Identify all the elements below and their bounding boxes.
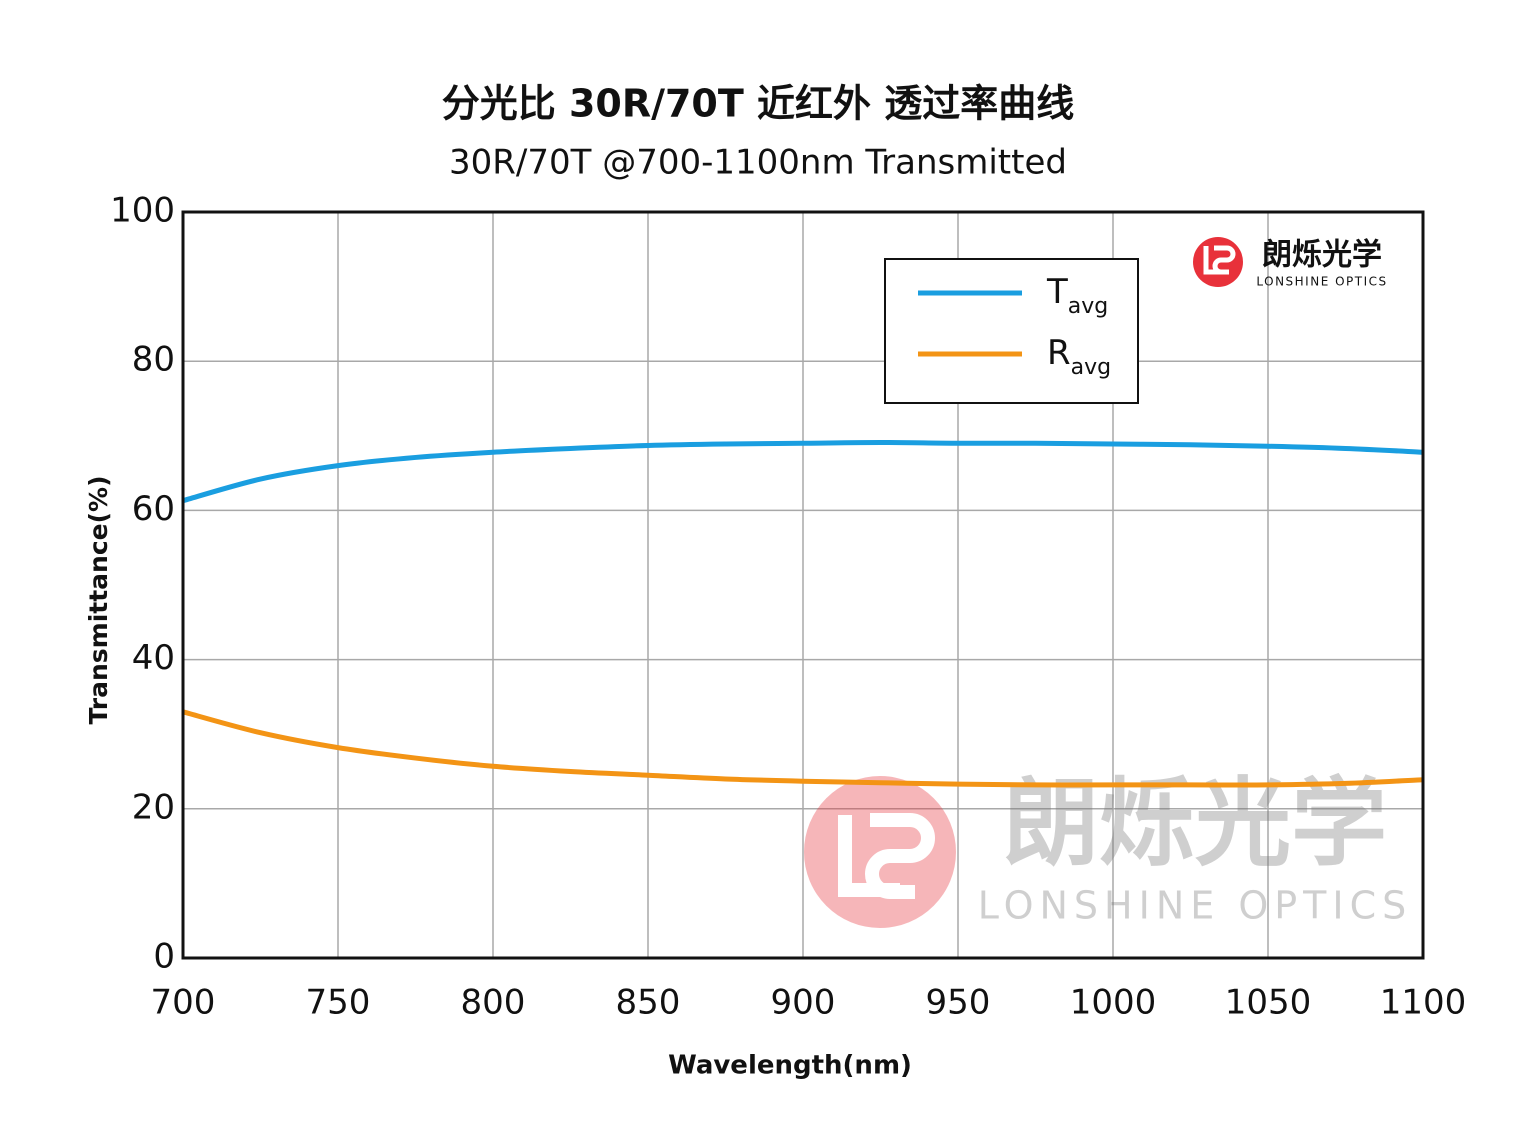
logo-icon-mark xyxy=(1203,245,1236,275)
x-tick-label: 800 xyxy=(461,983,526,1023)
watermark-icon-mark xyxy=(838,813,935,899)
legend-subscript: avg xyxy=(1068,294,1108,319)
x-tick-label: 1050 xyxy=(1225,983,1312,1023)
x-axis-label: Wavelength(nm) xyxy=(668,1051,912,1081)
legend-name: T xyxy=(1046,272,1068,312)
x-tick-label: 1000 xyxy=(1070,983,1157,1023)
y-axis-label: Transmittance(%) xyxy=(84,475,113,724)
y-tick-label: 20 xyxy=(132,787,175,827)
x-tick-label: 950 xyxy=(926,983,991,1023)
legend-subscript: avg xyxy=(1071,355,1111,380)
legend-box xyxy=(884,258,1139,404)
y-tick-label: 80 xyxy=(132,340,175,380)
logo-tagline: LONSHINE OPTICS xyxy=(1256,275,1387,289)
y-tick-label: 60 xyxy=(132,489,175,529)
legend-name: R xyxy=(1047,333,1071,373)
y-tick-label: 100 xyxy=(110,191,175,231)
watermark-icon xyxy=(804,776,956,928)
chart-title: 分光比 30R/70T 近红外 透过率曲线 xyxy=(442,82,1075,126)
legend-label: Tavg xyxy=(1046,272,1108,320)
series-line xyxy=(182,709,1424,788)
x-tick-label: 750 xyxy=(306,983,371,1023)
y-tick-label: 0 xyxy=(153,937,175,977)
x-tick-label: 1100 xyxy=(1380,983,1467,1023)
watermark-tagline: LONSHINE OPTICS xyxy=(978,884,1412,928)
logo-name: 朗烁光学 xyxy=(1262,238,1382,273)
x-tick-label: 700 xyxy=(151,983,216,1023)
watermark: 朗烁光学 LONSHINE OPTICS xyxy=(804,767,1412,928)
x-tick-label: 850 xyxy=(616,983,681,1023)
y-tick-label: 40 xyxy=(132,638,175,678)
logo: 朗烁光学 LONSHINE OPTICS xyxy=(1193,237,1387,289)
chart-subtitle: 30R/70T @700-1100nm Transmitted xyxy=(449,143,1067,183)
series-line xyxy=(182,440,1424,504)
plot-frame xyxy=(181,210,1425,960)
legend-label: Ravg xyxy=(1047,333,1111,381)
x-tick-label: 900 xyxy=(771,983,836,1023)
